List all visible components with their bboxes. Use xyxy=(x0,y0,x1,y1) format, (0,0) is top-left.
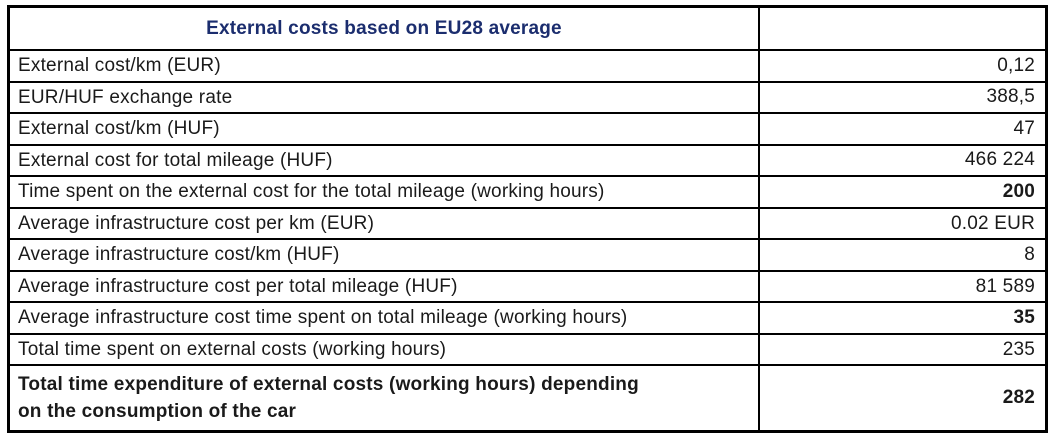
table-title: External costs based on EU28 average xyxy=(7,5,760,51)
row-label: External cost/km (HUF) xyxy=(7,112,760,146)
header-empty-cell xyxy=(757,5,1048,51)
row-value: 0,12 xyxy=(757,49,1048,83)
table-row: Average infrastructure cost/km (HUF) 8 xyxy=(7,238,1048,272)
table-row: Average infrastructure cost time spent o… xyxy=(7,301,1048,335)
row-label: External cost for total mileage (HUF) xyxy=(7,143,760,178)
row-label: EUR/HUF exchange rate xyxy=(7,80,760,115)
row-label: Total time spent on external costs (work… xyxy=(7,332,760,367)
row-value: 282 xyxy=(757,364,1048,433)
row-value: 81 589 xyxy=(757,269,1048,304)
row-label: Total time expenditure of external costs… xyxy=(7,364,760,433)
row-value: 466 224 xyxy=(757,143,1048,178)
row-value: 0.02 EUR xyxy=(757,206,1048,241)
table-row: External cost for total mileage (HUF) 466… xyxy=(7,143,1048,178)
row-value: 8 xyxy=(757,238,1048,272)
table-row: Average infrastructure cost per total mi… xyxy=(7,269,1048,304)
table-row: Time spent on the external cost for the … xyxy=(7,175,1048,209)
row-label: External cost/km (EUR) xyxy=(7,49,760,83)
external-costs-table: External costs based on EU28 average Ext… xyxy=(7,5,1048,433)
row-label: Average infrastructure cost per total mi… xyxy=(7,269,760,304)
table-body: External costs based on EU28 average Ext… xyxy=(7,5,1048,433)
row-label: Average infrastructure cost/km (HUF) xyxy=(7,238,760,272)
header-row: External costs based on EU28 average xyxy=(7,5,1048,51)
table-row: External cost/km (EUR) 0,12 xyxy=(7,49,1048,83)
table-row: Total time spent on external costs (work… xyxy=(7,332,1048,367)
row-label: Average infrastructure cost time spent o… xyxy=(7,301,760,335)
row-value: 235 xyxy=(757,332,1048,367)
external-costs-table-container: External costs based on EU28 average Ext… xyxy=(7,5,1048,433)
table-row: Total time expenditure of external costs… xyxy=(7,364,1048,433)
row-label: Average infrastructure cost per km (EUR) xyxy=(7,206,760,241)
row-value: 47 xyxy=(757,112,1048,146)
table-row: Average infrastructure cost per km (EUR)… xyxy=(7,206,1048,241)
table-row: External cost/km (HUF) 47 xyxy=(7,112,1048,146)
row-value: 35 xyxy=(757,301,1048,335)
table-row: EUR/HUF exchange rate 388,5 xyxy=(7,80,1048,115)
row-label: Time spent on the external cost for the … xyxy=(7,175,760,209)
row-value: 200 xyxy=(757,175,1048,209)
row-value: 388,5 xyxy=(757,80,1048,115)
